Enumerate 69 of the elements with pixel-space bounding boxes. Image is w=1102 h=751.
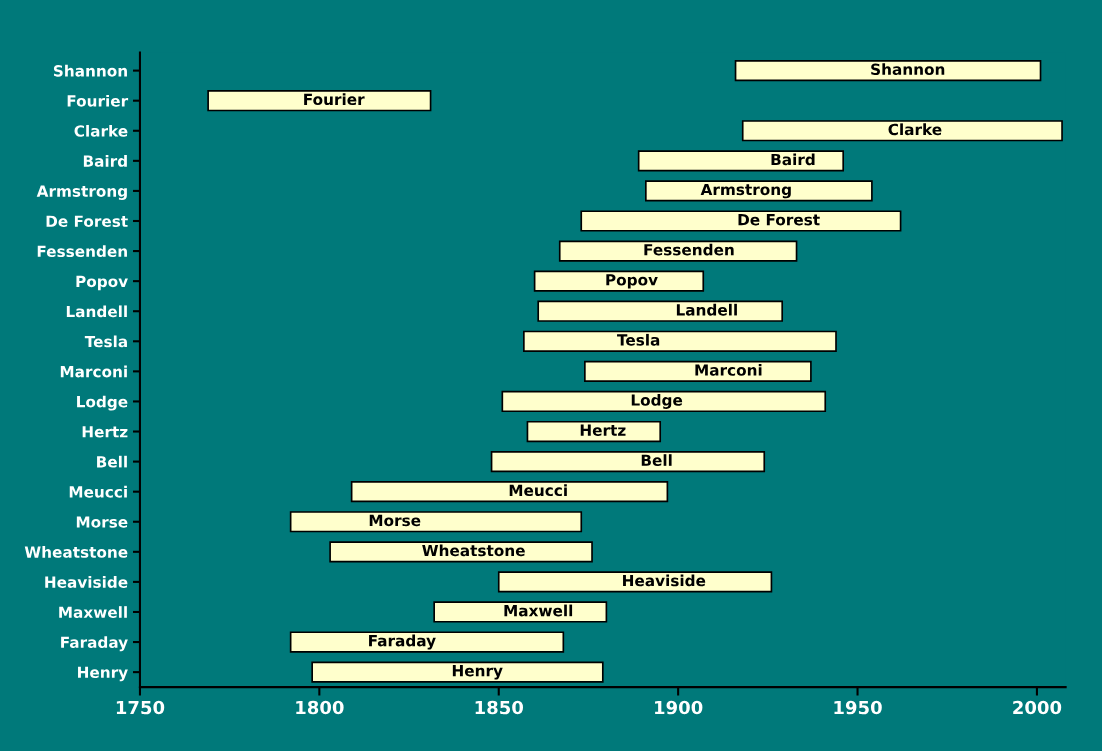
bar: [311, 661, 604, 683]
y-tick-label: Armstrong: [36, 185, 127, 200]
y-tick-label: Clarke: [74, 124, 128, 137]
bar: [537, 300, 784, 322]
bar: [329, 541, 593, 563]
x-tick-label: 1900: [655, 700, 703, 715]
bar: [584, 360, 812, 382]
bar: [580, 210, 902, 232]
x-tick-label: 1850: [475, 700, 524, 715]
bar: [501, 390, 827, 413]
y-tick-label: Marconi: [60, 365, 127, 378]
annotation: De Forest: [738, 214, 820, 226]
y-tick-label: Heaviside: [45, 576, 128, 588]
bar: [741, 120, 1063, 142]
y-tick-label: Popov: [76, 275, 128, 291]
annotation: Marconi: [695, 363, 762, 376]
bar: [533, 270, 705, 292]
y-tick-label: Wheatstone: [24, 546, 128, 558]
annotation: Tesla: [617, 333, 660, 346]
bar: [497, 571, 773, 593]
x-tick-label: 1950: [834, 700, 882, 715]
annotation: Hertz: [580, 424, 626, 436]
annotation: Armstrong: [700, 183, 791, 199]
bar: [490, 450, 766, 473]
bar: [207, 90, 432, 112]
y-tick-label: Fessenden: [37, 245, 127, 258]
bar: [289, 511, 583, 533]
annotation: Maxwell: [504, 604, 573, 617]
y-tick-label: Landell: [66, 305, 127, 318]
y-tick-label: Faraday: [61, 636, 128, 652]
y-tick-label: Meucci: [69, 485, 127, 498]
bar: [526, 420, 662, 443]
y-tick-label: Maxwell: [59, 606, 127, 618]
x-tick-label: 1750: [116, 700, 165, 715]
bar: [350, 481, 669, 503]
y-tick-label: Baird: [83, 155, 127, 167]
y-tick-label: Shannon: [53, 64, 127, 77]
annotation: Bell: [641, 454, 672, 467]
annotation: Landell: [676, 303, 737, 316]
bar: [289, 631, 565, 653]
annotation: Fessenden: [644, 243, 734, 256]
bar: [734, 60, 1042, 82]
y-tick-label: De Forest: [46, 215, 128, 228]
bar: [523, 330, 837, 352]
annotation: Wheatstone: [422, 544, 525, 557]
annotation: Faraday: [369, 634, 436, 650]
y-tick-label: Morse: [76, 516, 128, 528]
x-tick-label: 1800: [296, 700, 344, 715]
annotation: Lodge: [631, 393, 683, 409]
bar: [637, 150, 845, 172]
annotation: Baird: [771, 153, 815, 166]
annotation: Henry: [452, 665, 503, 680]
y-tick-label: Bell: [97, 455, 127, 468]
y-tick-label: Hertz: [82, 426, 128, 438]
annotation: Heaviside: [623, 574, 706, 587]
bar: [433, 601, 608, 623]
annotation: Morse: [369, 514, 421, 527]
annotation: Fourier: [304, 93, 365, 106]
bar: [558, 240, 798, 262]
y-tick-label: Henry: [78, 666, 128, 682]
x-tick-label: 2000: [1013, 700, 1062, 715]
annotation: Shannon: [871, 63, 945, 76]
y-tick-label: Tesla: [84, 335, 127, 348]
annotation: Meucci: [509, 484, 567, 497]
y-tick-label: Lodge: [77, 395, 128, 411]
annotation: Popov: [606, 274, 658, 289]
annotation: Clarke: [888, 123, 942, 136]
bar: [645, 180, 873, 202]
y-tick-label: Fourier: [67, 94, 129, 107]
